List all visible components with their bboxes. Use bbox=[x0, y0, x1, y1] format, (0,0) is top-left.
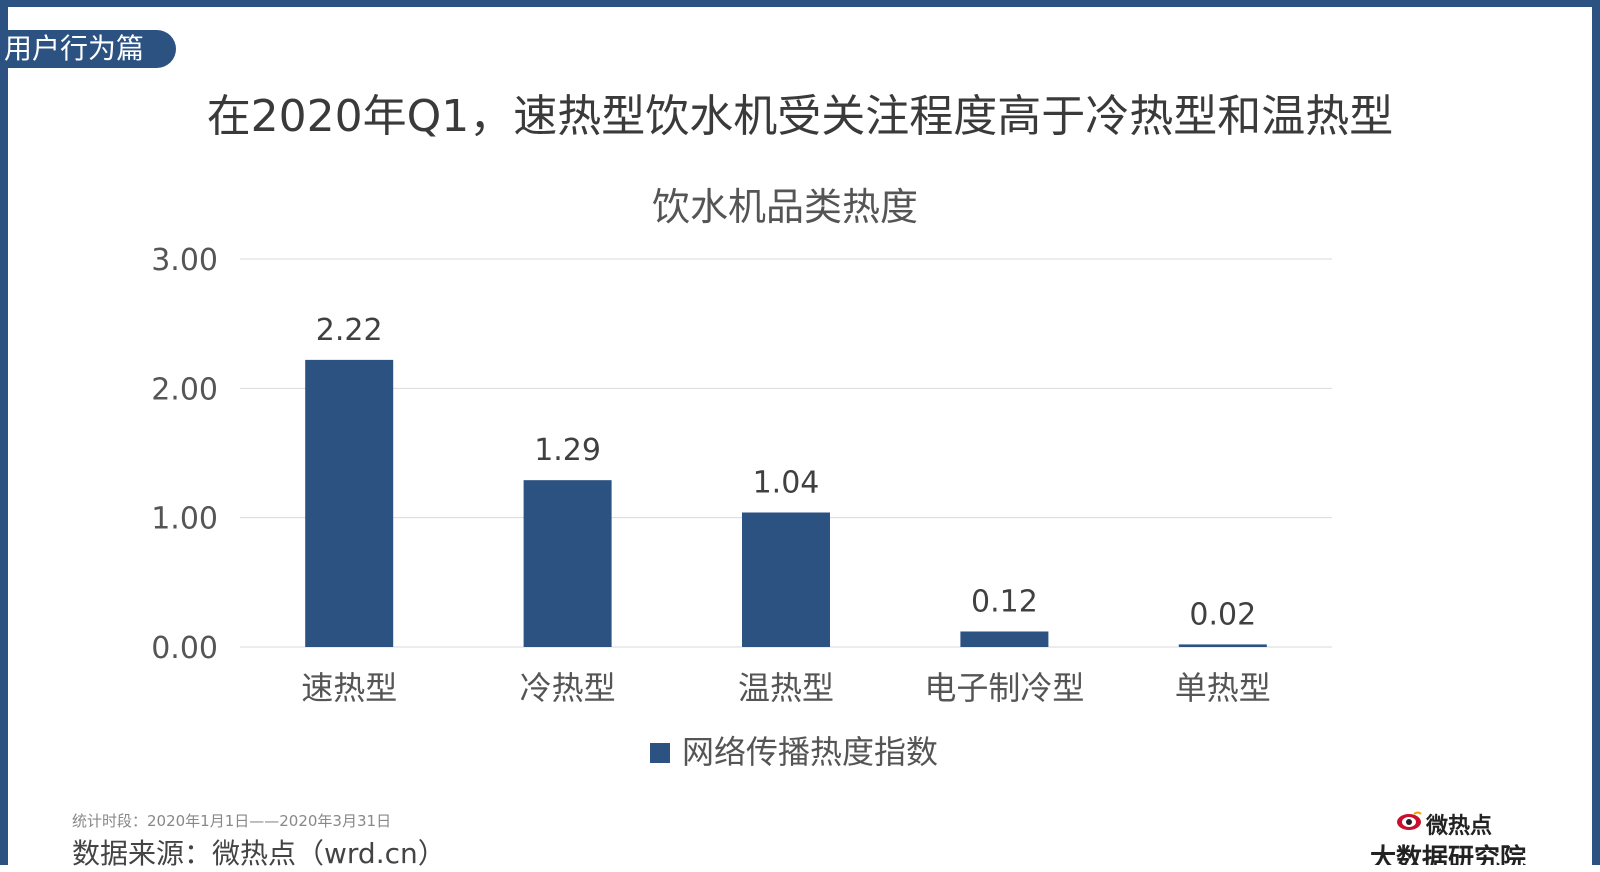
y-tick-label: 3.00 bbox=[151, 243, 218, 278]
x-tick-label: 单热型 bbox=[1175, 669, 1271, 707]
data-label: 0.12 bbox=[971, 584, 1038, 619]
eye-logo-icon bbox=[1397, 811, 1422, 830]
bars bbox=[305, 359, 1267, 647]
chart-title: 饮水机品类热度 bbox=[652, 185, 918, 229]
x-tick-label: 速热型 bbox=[301, 669, 397, 707]
bar bbox=[305, 359, 394, 647]
footer-source: 数据来源：微热点（wrd.cn） bbox=[72, 837, 446, 870]
logo-name: 微热点 bbox=[1426, 814, 1493, 839]
frame-left-border bbox=[0, 0, 8, 865]
data-label: 1.04 bbox=[753, 465, 820, 500]
bar bbox=[742, 512, 830, 647]
page-headline: 在2020年Q1，速热型饮水机受关注程度高于冷热型和温热型 bbox=[206, 91, 1394, 142]
x-axis: 速热型 冷热型 温热型 电子制冷型 单热型 bbox=[301, 669, 1271, 707]
data-label: 2.22 bbox=[316, 313, 383, 348]
logo-subtitle: 大数据研究院 bbox=[1370, 844, 1527, 865]
data-labels: 2.22 1.29 1.04 0.12 0.02 bbox=[316, 313, 1256, 633]
legend: 网络传播热度指数 bbox=[650, 733, 938, 771]
legend-label: 网络传播热度指数 bbox=[682, 733, 938, 771]
section-tag: 用户行为篇 bbox=[0, 30, 176, 68]
bar bbox=[960, 631, 1049, 647]
grid-layer bbox=[240, 258, 1332, 648]
y-tick-label: 1.00 bbox=[151, 502, 218, 537]
data-label: 0.02 bbox=[1189, 597, 1256, 632]
footer-period: 统计时段：2020年1月1日——2020年3月31日 bbox=[72, 812, 392, 830]
x-tick-label: 冷热型 bbox=[520, 669, 616, 707]
y-tick-label: 2.00 bbox=[151, 372, 218, 407]
x-tick-label: 温热型 bbox=[738, 669, 834, 707]
y-tick-label: 0.00 bbox=[151, 631, 218, 666]
frame-right-border bbox=[1592, 0, 1600, 865]
frame-top-border bbox=[0, 0, 1600, 7]
bar bbox=[523, 480, 612, 647]
x-tick-label: 电子制冷型 bbox=[924, 669, 1084, 707]
y-axis: 0.00 1.00 2.00 3.00 bbox=[151, 243, 218, 666]
data-label: 1.29 bbox=[534, 433, 601, 468]
legend-swatch bbox=[650, 743, 670, 763]
brand-logo: 微热点 大数据研究院 bbox=[1370, 806, 1550, 865]
bar bbox=[1178, 644, 1267, 647]
